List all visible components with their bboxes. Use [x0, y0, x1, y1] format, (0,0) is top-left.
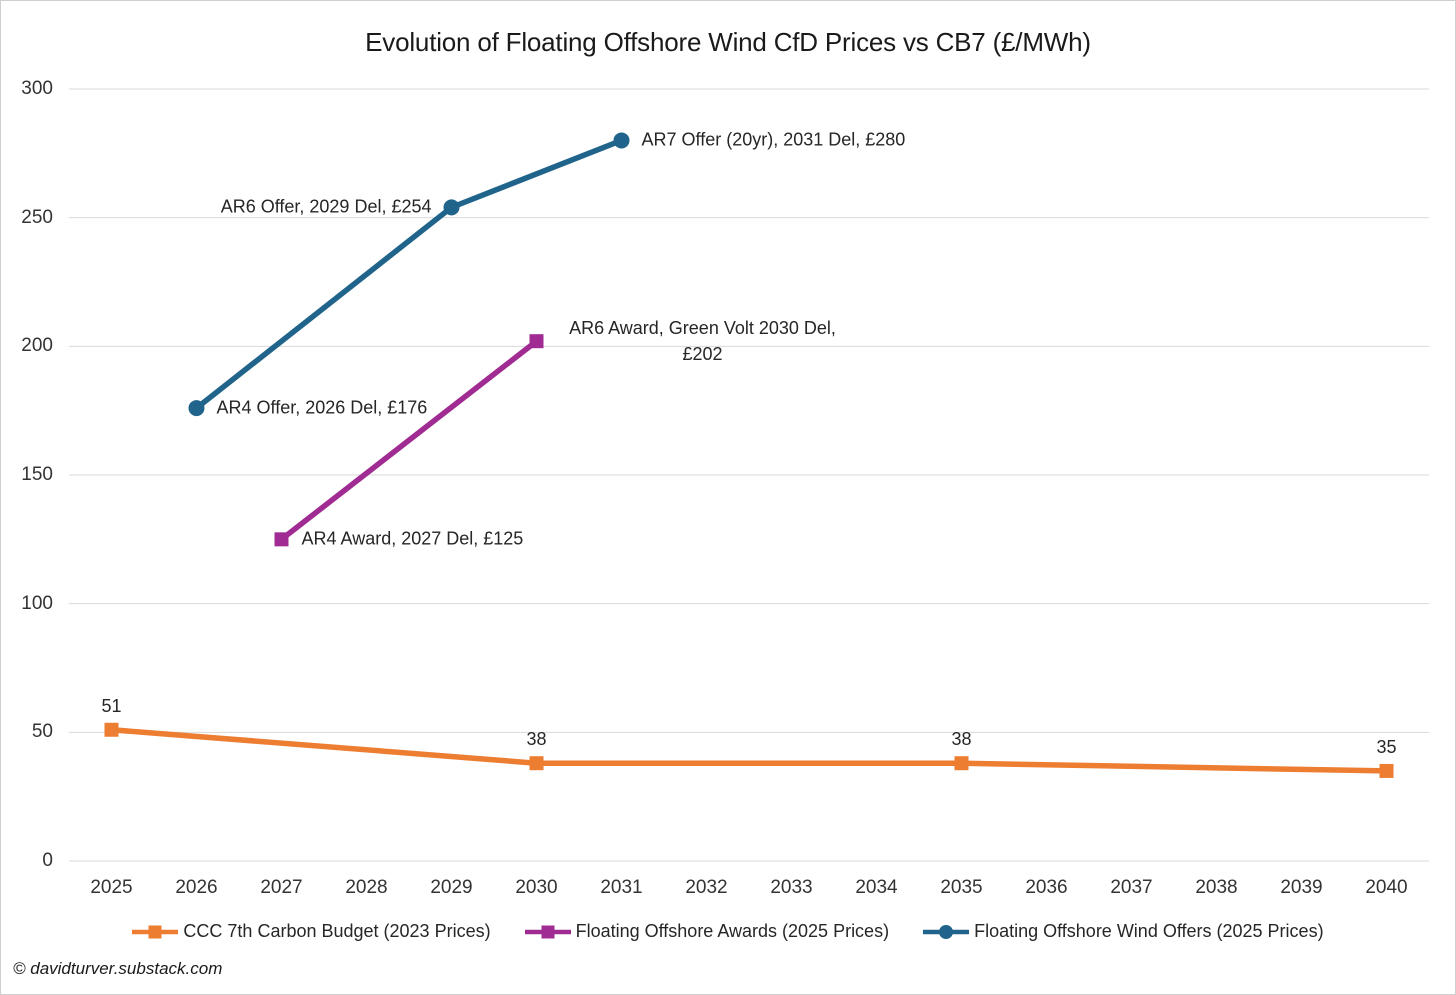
data-point-ccc-7th-carbon-budget-2023-prices-2035 [954, 756, 969, 771]
data-label-ccc-7th-carbon-budget-2023-prices-2025: 51 [101, 695, 122, 716]
x-axis-tick-2028: 2028 [345, 877, 388, 898]
x-axis-tick-2026: 2026 [175, 877, 218, 898]
legend-item-ccc-7th-carbon-budget-2023-prices: CCC 7th Carbon Budget (2023 Prices) [132, 921, 491, 942]
data-label-floating-offshore-wind-offers-2025-prices-2026: AR4 Offer, 2026 Del, £176 [216, 397, 428, 418]
x-axis-tick-2036: 2036 [1025, 877, 1068, 898]
series-line-floating-offshore-wind-offers-2025-prices [194, 137, 623, 411]
x-axis-tick-2038: 2038 [1195, 877, 1238, 898]
data-label-floating-offshore-awards-2025-prices-2030: AR6 Award, Green Volt 2030 Del, £202 [569, 318, 836, 365]
y-axis-tick-0: 0 [42, 850, 53, 871]
x-axis-tick-2030: 2030 [515, 877, 558, 898]
x-axis-tick-2035: 2035 [940, 877, 983, 898]
x-axis-tick-2037: 2037 [1110, 877, 1153, 898]
data-point-ccc-7th-carbon-budget-2023-prices-2025 [104, 722, 119, 737]
data-point-floating-offshore-wind-offers-2025-prices-2029 [443, 199, 460, 216]
data-label-floating-offshore-wind-offers-2025-prices-2031: AR7 Offer (20yr), 2031 Del, £280 [641, 129, 906, 150]
legend-item-floating-offshore-wind-offers-2025-prices: Floating Offshore Wind Offers (2025 Pric… [923, 921, 1324, 942]
y-axis-tick-100: 100 [21, 592, 53, 614]
series-line-ccc-7th-carbon-budget-2023-prices [111, 727, 1387, 774]
legend-label-floating-offshore-wind-offers-2025-prices: Floating Offshore Wind Offers (2025 Pric… [974, 921, 1324, 941]
x-axis-tick-2029: 2029 [430, 877, 473, 898]
copyright-footer: © davidturver.substack.com [13, 959, 223, 978]
x-axis-tick-2032: 2032 [685, 877, 728, 898]
legend-marker-icon-circle [923, 924, 970, 939]
data-label-ccc-7th-carbon-budget-2023-prices-2035: 38 [951, 729, 972, 750]
chart-title: Evolution of Floating Offshore Wind CfD … [365, 27, 1091, 57]
y-axis-tick-200: 200 [21, 335, 53, 357]
x-axis-tick-2025: 2025 [90, 877, 133, 898]
data-point-floating-offshore-awards-2025-prices-2030 [529, 334, 544, 349]
legend-marker-icon-square [132, 925, 179, 938]
data-point-ccc-7th-carbon-budget-2023-prices-2030 [529, 756, 544, 771]
data-point-floating-offshore-wind-offers-2025-prices-2031 [613, 132, 630, 149]
chart-legend: CCC 7th Carbon Budget (2023 Prices) Float… [1, 921, 1455, 942]
y-axis-tick-300: 300 [21, 78, 53, 99]
x-axis-tick-2027: 2027 [260, 877, 303, 898]
series-line-floating-offshore-awards-2025-prices [279, 339, 539, 542]
legend-item-floating-offshore-awards-2025-prices: Floating Offshore Awards (2025 Prices) [524, 921, 890, 942]
legend-label-floating-offshore-awards-2025-prices: Floating Offshore Awards (2025 Prices) [575, 921, 890, 941]
data-point-ccc-7th-carbon-budget-2023-prices-2040 [1379, 763, 1394, 778]
y-axis-tick-250: 250 [21, 206, 53, 228]
legend-label-ccc-7th-carbon-budget-2023-prices: CCC 7th Carbon Budget (2023 Prices) [183, 921, 491, 941]
data-point-floating-offshore-wind-offers-2025-prices-2026 [188, 400, 205, 417]
y-axis-tick-150: 150 [21, 464, 53, 485]
legend-marker-icon-square [524, 925, 571, 938]
data-label-floating-offshore-awards-2025-prices-2027: AR4 Award, 2027 Del, £125 [301, 528, 524, 549]
x-axis-tick-2031: 2031 [600, 877, 643, 898]
data-label-floating-offshore-wind-offers-2025-prices-2029: AR6 Offer, 2029 Del, £254 [220, 196, 432, 217]
x-axis-tick-2040: 2040 [1365, 877, 1408, 898]
y-axis-tick-50: 50 [31, 721, 53, 743]
x-axis-tick-2034: 2034 [855, 877, 898, 898]
data-point-floating-offshore-awards-2025-prices-2027 [274, 532, 289, 547]
data-label-ccc-7th-carbon-budget-2023-prices-2030: 38 [526, 729, 547, 750]
x-axis-tick-2039: 2039 [1280, 877, 1323, 898]
data-label-ccc-7th-carbon-budget-2023-prices-2040: 35 [1376, 736, 1397, 757]
x-axis-tick-2033: 2033 [770, 877, 813, 898]
